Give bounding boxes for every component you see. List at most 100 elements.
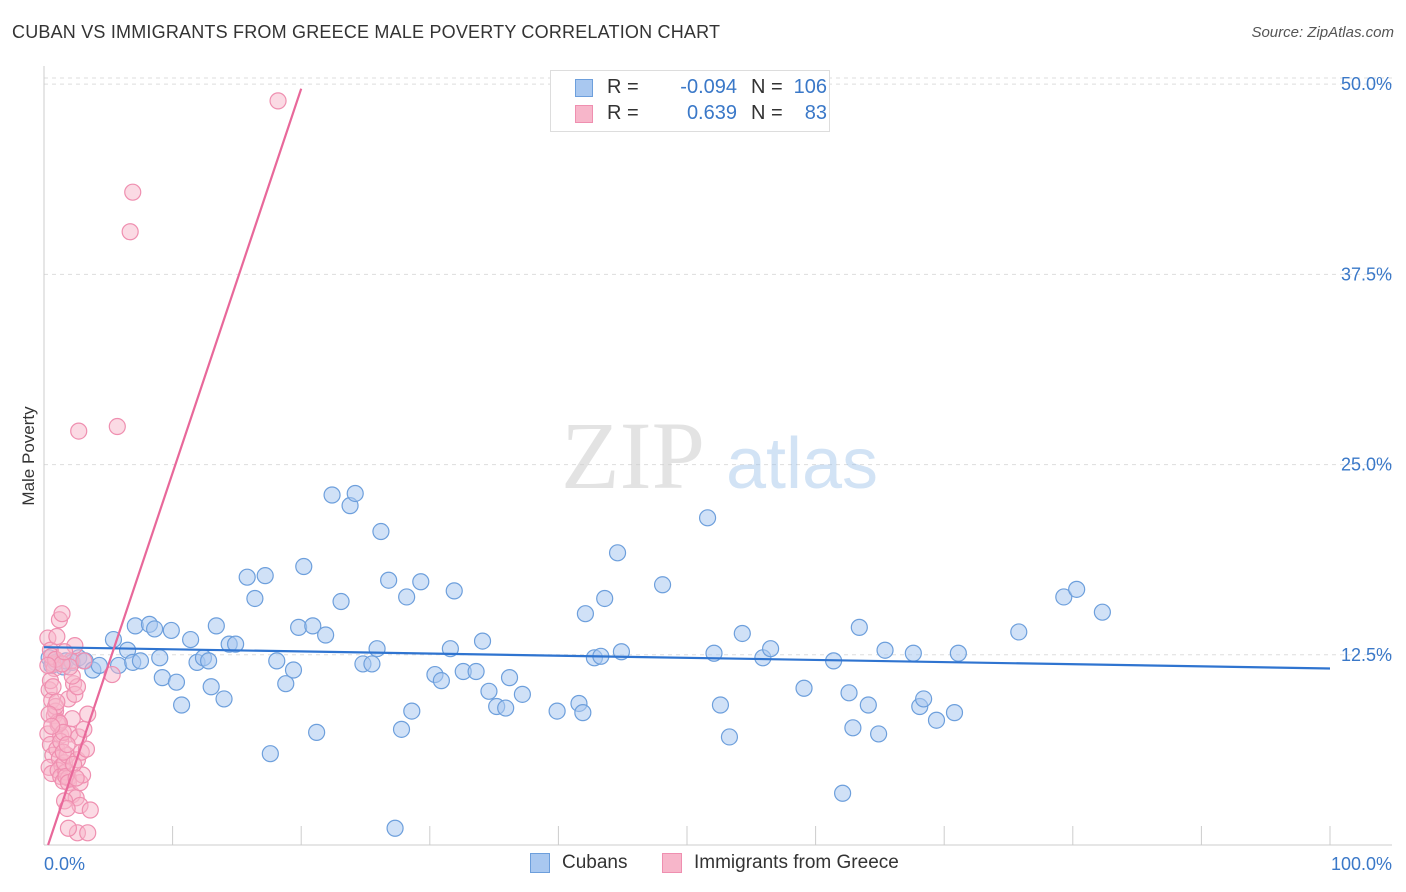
cubans-point [412,573,430,591]
greece-point [44,678,62,696]
cubans-point [386,819,404,837]
greece-point [53,605,71,623]
cubans-point [131,652,150,670]
cubans-point [574,704,592,722]
cubans-point [945,704,964,722]
r-value: 0.639 [686,102,737,124]
y-axis-label: Male Poverty [19,406,38,506]
greece-point [79,824,97,842]
cubans-point [500,669,519,687]
watermark: ZIP atlas [561,402,878,509]
n-label: N = [751,102,783,124]
cubans-point [290,618,308,636]
cubans-point [227,635,245,653]
greece-points [39,92,287,842]
cubans-point [332,592,350,611]
cubans-point [308,723,326,741]
cubans-point [403,702,421,720]
cubans-trend-line [43,646,1331,670]
greece-point [121,223,139,241]
cubans-point [256,567,274,585]
cubans-point [363,655,381,673]
cubans-point [795,679,813,697]
cubans-point [698,509,717,527]
greece-point [55,643,74,661]
greece-point [48,693,66,711]
cubans-point [711,696,730,714]
cubans-point [398,588,416,606]
cubans-point [284,661,303,679]
cubans-point [1055,588,1073,606]
greece-point [75,652,93,670]
watermark-zip: ZIP [561,402,705,509]
cubans-point [480,682,498,700]
greece-point [43,717,61,735]
cubans-point [844,719,862,737]
cubans-point [834,784,852,802]
cubans-point [317,626,335,644]
cubans-point [576,605,595,623]
greece-point [70,422,88,440]
cubans-point [182,630,200,649]
greece-point [58,735,76,754]
cubans-point [126,617,144,635]
cubans-point [949,644,967,662]
chart-title: CUBAN VS IMMIGRANTS FROM GREECE MALE POV… [12,22,721,42]
cubans-point [200,652,218,670]
n-value: 106 [793,76,827,98]
cubans-point [277,675,295,693]
cubans-point [441,640,459,658]
cubans-point [927,711,946,729]
legend-cubans-label: Cubans [562,852,628,873]
cubans-point [473,632,492,650]
watermark-atlas: atlas [726,424,878,504]
legend-greece-label: Immigrants from Greece [694,852,899,873]
greece-point [79,705,97,723]
greece-point [108,417,126,436]
n-label: N = [751,76,783,98]
trend-lines [43,88,1331,846]
cubans-point [467,662,485,681]
cubans-point [323,486,341,504]
r-label: R = [607,76,639,98]
cubans-point [145,620,164,638]
cubans-points [40,484,1111,837]
cubans-point [497,699,515,717]
cubans-point [1093,603,1111,621]
r-label: R = [607,102,639,124]
greece-point [81,801,99,819]
cubans-point [392,720,411,738]
x-tick-label-end: 100.0% [1331,854,1392,874]
cubans-point [761,640,780,658]
cubans-point [346,484,364,503]
cubans-point [207,617,225,635]
source-label: Source: ZipAtlas.com [1251,24,1394,41]
cubans-point [1068,580,1086,598]
cubans-point [733,624,751,643]
cubans-point [608,544,627,562]
cubans-point [720,728,739,746]
cubans-point [261,745,279,763]
y-tick-label: 25.0% [1341,455,1392,475]
r-value: -0.094 [680,76,737,98]
tick-labels: 12.5% 25.0% 37.5% 50.0% 0.0% 100.0% [44,74,1392,874]
cubans-point [596,589,614,608]
cubans-point [876,641,894,659]
greece-point [48,627,66,646]
cubans-point [432,672,450,690]
greece-point [124,183,142,201]
cubans-point [840,684,858,702]
cubans-swatch [575,79,593,97]
stats-legend: R = -0.094 N = 106 R = 0.639 N = 83 [550,70,830,132]
cubans-point [304,617,322,635]
y-tick-label: 50.0% [1341,74,1392,94]
cubans-point [202,678,220,696]
cubans-point [904,644,922,662]
cubans-point [445,582,463,600]
cubans-point [151,649,169,667]
cubans-point [295,557,313,576]
cubans-point [173,696,191,714]
cubans-point [368,640,386,658]
legend-greece-swatch [662,853,682,873]
